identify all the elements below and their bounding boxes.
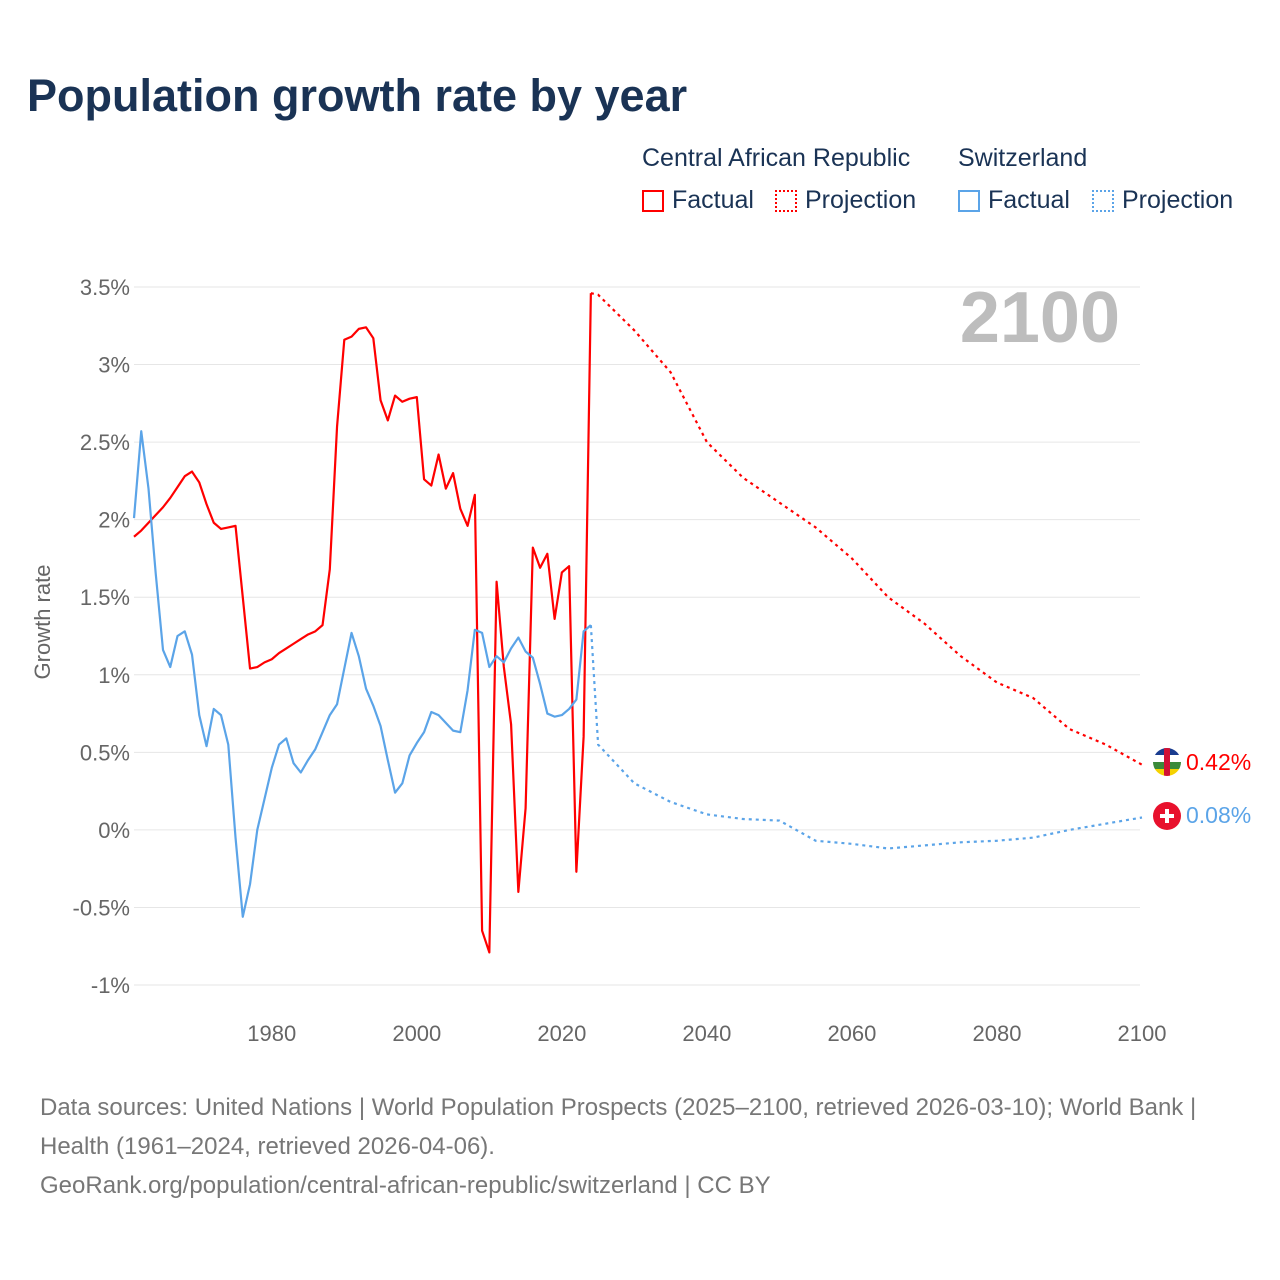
page-title: Population growth rate by year — [27, 70, 688, 121]
legend-car-projection[interactable]: Projection — [775, 186, 916, 215]
switzerland-factual-line — [132, 430, 592, 918]
legend-label: Projection — [1122, 186, 1234, 214]
legend-header-car: Central African Republic — [642, 144, 911, 172]
legend-ch-projection[interactable]: Projection — [1092, 186, 1233, 215]
legend-label: Projection — [805, 186, 917, 214]
y-tick-label: -0.5% — [73, 895, 130, 920]
legend-swatch-dotted — [775, 189, 797, 212]
y-tick-label: 2.5% — [80, 430, 130, 455]
flag-icon-car — [1153, 748, 1181, 776]
y-tick-label: -1% — [91, 973, 130, 998]
switzerland-projection-line — [589, 625, 1143, 850]
x-tick-label: 2080 — [972, 1021, 1021, 1046]
y-tick-label: 1.5% — [80, 585, 130, 610]
legend-label: Factual — [988, 186, 1070, 214]
year-indicator: 2100 — [960, 278, 1120, 358]
car-projection-line — [590, 292, 1143, 766]
legend-swatch-solid — [958, 189, 980, 212]
legend-header-switzerland: Switzerland — [958, 144, 1088, 172]
legend-car-factual[interactable]: Factual — [642, 186, 754, 215]
legend-ch-factual[interactable]: Factual — [958, 186, 1070, 215]
x-tick-label: 1980 — [247, 1021, 296, 1046]
x-tick-label: 2000 — [392, 1021, 441, 1046]
end-label-switzerland: 0.08% — [1186, 802, 1251, 828]
car-factual-line — [133, 293, 592, 954]
legend-swatch-dotted — [1092, 189, 1114, 212]
footer-link[interactable]: GeoRank.org/population/central-african-r… — [40, 1172, 771, 1199]
legend-label: Factual — [672, 186, 754, 214]
x-tick-label: 2100 — [1118, 1021, 1167, 1046]
y-tick-label: 3.5% — [80, 275, 130, 300]
x-tick-label: 2040 — [682, 1021, 731, 1046]
y-tick-label: 3% — [98, 353, 130, 378]
flag-icon-switzerland — [1153, 802, 1181, 830]
y-tick-label: 0% — [98, 818, 130, 843]
legend-swatch-solid — [642, 189, 664, 212]
data-sources: Data sources: United Nations | World Pop… — [40, 1094, 1197, 1160]
footer: Data sources: United Nations | World Pop… — [40, 1088, 1240, 1205]
y-tick-label: 0.5% — [80, 740, 130, 765]
end-label-car: 0.42% — [1186, 749, 1251, 775]
y-tick-label: 1% — [98, 663, 130, 688]
x-tick-label: 2020 — [537, 1021, 586, 1046]
y-axis-label: Growth rate — [30, 565, 55, 680]
x-tick-label: 2060 — [827, 1021, 876, 1046]
y-tick-label: 2% — [98, 508, 130, 533]
